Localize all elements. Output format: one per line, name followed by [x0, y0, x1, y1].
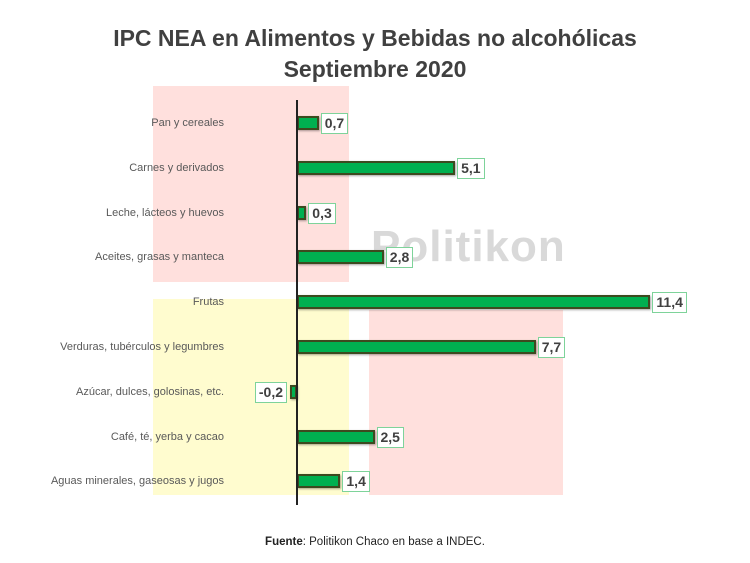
chart-title-line1: IPC NEA en Alimentos y Bebidas no alcohó… [113, 25, 637, 51]
source-prefix: Fuente [265, 536, 303, 548]
y-axis-line [296, 100, 298, 505]
category-label: Frutas [192, 296, 224, 309]
category-label: Café, té, yerba y cacao [110, 430, 224, 443]
category-label: Azúcar, dulces, golosinas, etc. [76, 385, 224, 398]
value-label: 0,7 [320, 113, 349, 134]
category-label: Pan y cereales [151, 117, 224, 129]
chart-title-line2: Septiembre 2020 [283, 56, 467, 82]
value-label: 5,1 [457, 157, 485, 179]
value-label: -0,2 [254, 381, 287, 403]
source-note: Fuente: Politikon Chaco en base a INDEC. [0, 536, 750, 548]
bar [297, 429, 375, 444]
background-yellow [153, 299, 349, 495]
value-label: 1,4 [342, 471, 370, 493]
source-text: : Politikon Chaco en base a INDEC. [302, 536, 485, 548]
category-label: Aguas minerales, gaseosas y jugos [50, 475, 224, 488]
category-label: Aceites, grasas y manteca [94, 251, 224, 264]
bar [297, 205, 307, 220]
value-label: 2,5 [376, 426, 404, 448]
bar [297, 474, 341, 489]
category-label: Carnes y derivados [129, 161, 224, 174]
bar [297, 116, 319, 130]
category-label: Leche, lácteos y huevos [105, 206, 224, 219]
bar [297, 340, 536, 354]
background-pink-bottom [369, 310, 563, 495]
value-label: 0,3 [308, 202, 336, 224]
value-label: 2,8 [385, 247, 414, 269]
category-label: Verduras, tubérculos y legumbres [60, 341, 224, 353]
bar [297, 250, 384, 265]
bar [297, 295, 651, 310]
value-label: 11,4 [652, 292, 687, 314]
value-label: 7,7 [537, 337, 566, 358]
bar [297, 160, 456, 175]
